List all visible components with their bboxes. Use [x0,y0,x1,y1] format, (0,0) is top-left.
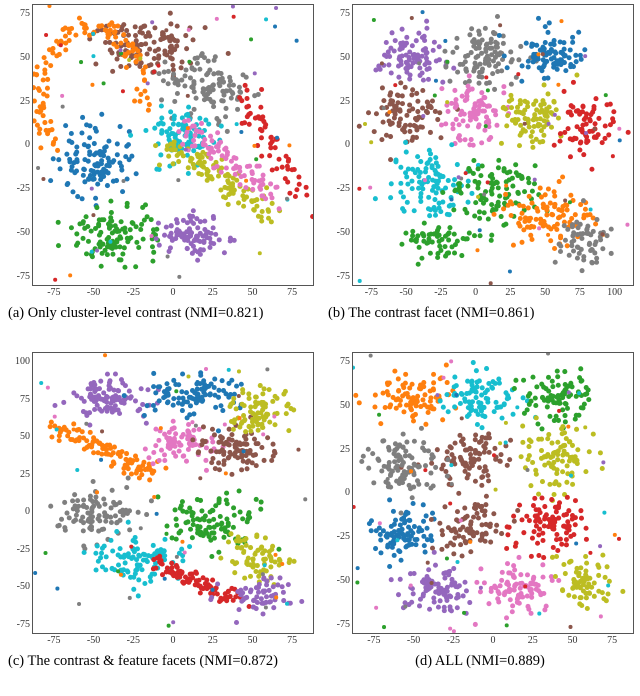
yticks-c: 1007550250-25-50-75 [6,352,32,648]
plot-b: 7550250-25-50-75 -75-50-250255075100 [326,4,634,300]
caption-b: (b) The contrast facet (NMI=0.861) [326,300,634,346]
figure-grid: 7550250-25-50-75 -75-50-250255075 (a) On… [0,0,640,630]
panel-d: 7550250-25-50-75 -75-50-250255075 (d) AL… [320,348,640,696]
yticks-d: 7550250-25-50-75 [326,352,352,648]
plot-a: 7550250-25-50-75 -75-50-250255075 [6,4,314,300]
xticks-b: -75-50-250255075100 [352,286,634,300]
plot-c: 1007550250-25-50-75 -75-50-250255075 [6,352,314,648]
scatter-d [352,352,634,634]
xticks-c: -75-50-250255075 [32,634,314,648]
panel-c: 1007550250-25-50-75 -75-50-250255075 (c)… [0,348,320,696]
plot-d: 7550250-25-50-75 -75-50-250255075 [326,352,634,648]
xticks-a: -75-50-250255075 [32,286,314,300]
scatter-a [32,4,314,286]
scatter-b [352,4,634,286]
caption-d: (d) ALL (NMI=0.889) [326,648,634,694]
panel-a: 7550250-25-50-75 -75-50-250255075 (a) On… [0,0,320,348]
yticks-a: 7550250-25-50-75 [6,4,32,300]
yticks-b: 7550250-25-50-75 [326,4,352,300]
panel-b: 7550250-25-50-75 -75-50-250255075100 (b)… [320,0,640,348]
xticks-d: -75-50-250255075 [352,634,634,648]
caption-c: (c) The contrast & feature facets (NMI=0… [6,648,314,694]
caption-a: (a) Only cluster-level contrast (NMI=0.8… [6,300,314,346]
scatter-c [32,352,314,634]
